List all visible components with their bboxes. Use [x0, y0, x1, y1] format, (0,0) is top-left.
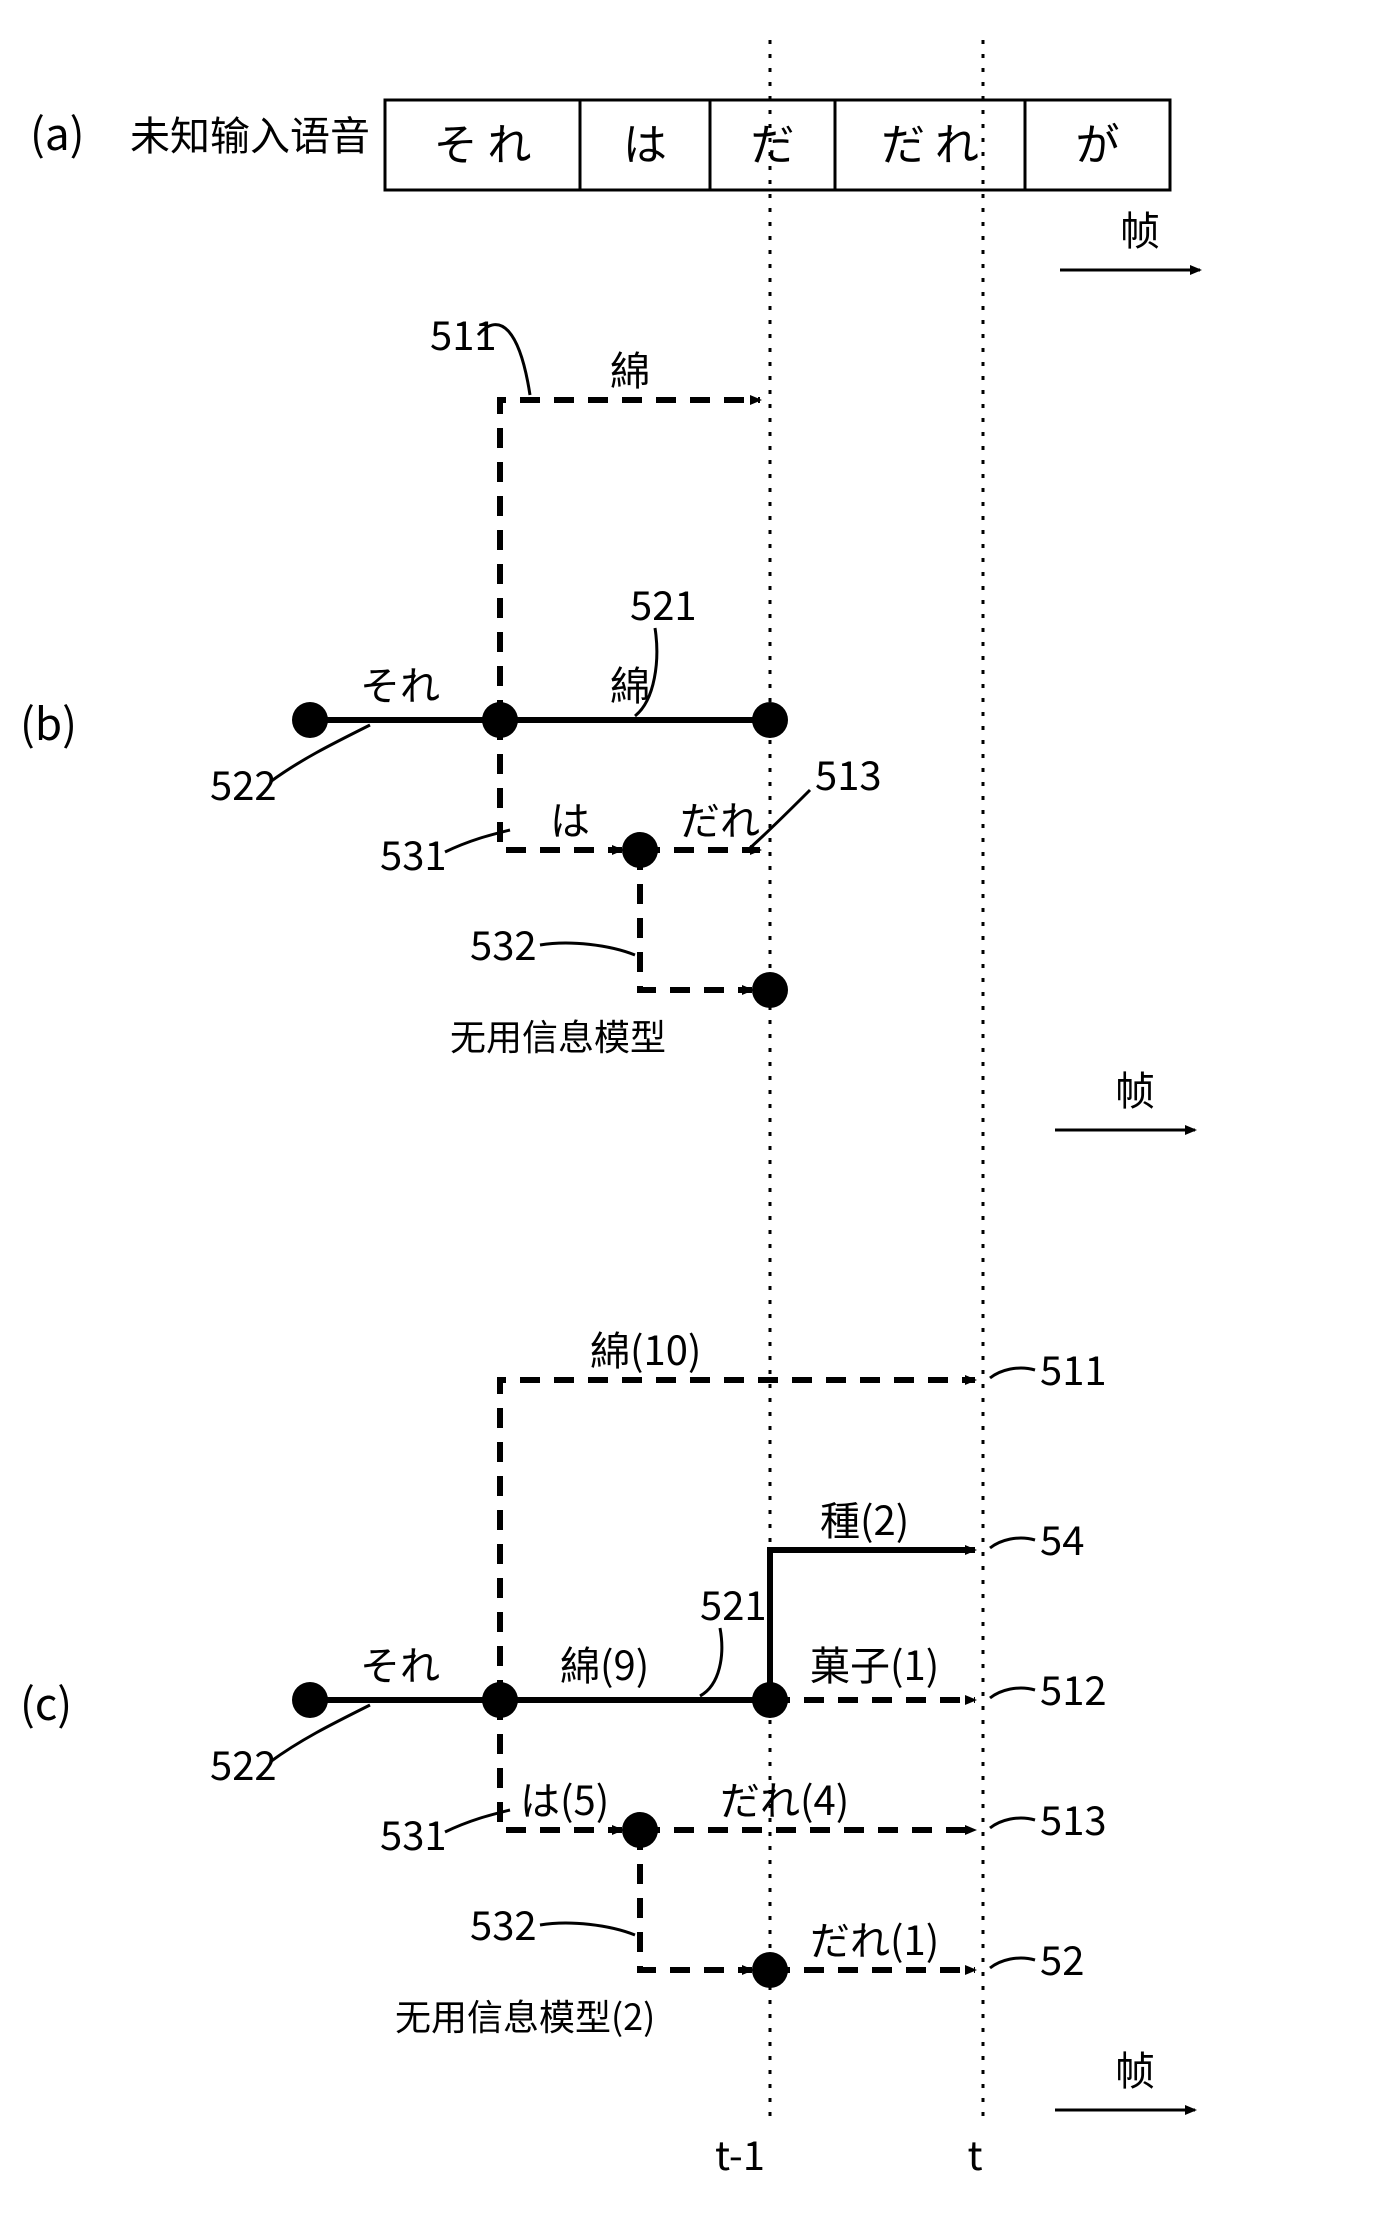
- panel-c-leader: [990, 1368, 1035, 1378]
- frame-cell-label: だ れ: [881, 109, 979, 173]
- panel-c-edge-label: は(5): [520, 1769, 609, 1827]
- panel-c-ref-label: 531: [380, 1804, 447, 1862]
- panel-b-frame-axis-label: 帧: [1115, 1059, 1155, 1117]
- panel-b-ref-label: 511: [430, 304, 497, 362]
- panel-c-leader: [540, 1923, 635, 1935]
- panel-b-ref-label: 513: [815, 744, 882, 802]
- panel-c-leader: [700, 1628, 722, 1696]
- panel-c-ref-label: 512: [1040, 1659, 1107, 1717]
- panel-c-ref-label: 无用信息模型(2): [395, 1989, 655, 2041]
- panel-a-tag: (a): [30, 99, 85, 163]
- panel-c-ref-label: 532: [470, 1894, 537, 1952]
- panel-c-ref-label: 513: [1040, 1789, 1107, 1847]
- panel-c-ref-label: 52: [1040, 1929, 1084, 1987]
- panel-b-edge: [640, 850, 752, 990]
- panel-b-tag: (b): [20, 689, 77, 753]
- panel-c-node-start: [292, 1682, 328, 1718]
- panel-b-node-garbage: [752, 972, 788, 1008]
- panel-c-edge: [640, 1830, 752, 1970]
- frame-cell-label: が: [1076, 109, 1120, 173]
- panel-b-ref-label: 无用信息模型: [450, 1009, 666, 1061]
- panel-b-edge-label: 綿: [610, 339, 650, 397]
- panel-c-ref-label: 54: [1040, 1509, 1084, 1567]
- panel-b-ref-label: 522: [210, 754, 277, 812]
- panel-c-tag: (c): [20, 1669, 72, 1733]
- panel-c-frame-axis-label: 帧: [1115, 2039, 1155, 2097]
- panel-c-leader: [990, 1818, 1035, 1828]
- frame-cell-label: は: [623, 109, 667, 173]
- panel-c-node-mid: [622, 1812, 658, 1848]
- panel-c-edge-label: それ: [360, 1634, 440, 1692]
- panel-c-edge-label: だれ(1): [810, 1909, 939, 1967]
- panel-c-edge-label: 綿(9): [560, 1634, 649, 1692]
- panel-b-edge-label: は: [550, 789, 590, 847]
- panel-c-edge-label: 種(2): [820, 1489, 909, 1547]
- panel-c-leader: [990, 1538, 1035, 1548]
- input-speech-label: 未知输入语音: [130, 104, 370, 162]
- panel-b-node-left: [482, 702, 518, 738]
- panel-c-node-top_end: [752, 1682, 788, 1718]
- panel-c-edge-label: 菓子(1): [810, 1634, 939, 1692]
- frame-cell-label: だ: [751, 109, 795, 173]
- panel-c-edge-label: だれ(4): [720, 1769, 849, 1827]
- panel-b-edge-label: だれ: [680, 789, 760, 847]
- panel-c-tick-label: t-1: [715, 2124, 765, 2182]
- panel-b-node-mid: [622, 832, 658, 868]
- panel-c-ref-label: 521: [700, 1574, 767, 1632]
- panel-b-ref-label: 531: [380, 824, 447, 882]
- panel-c-ref-label: 522: [210, 1734, 277, 1792]
- panel-b-ref-label: 532: [470, 914, 537, 972]
- frame-cell-label: そ れ: [434, 109, 532, 173]
- panel-b-node-start: [292, 702, 328, 738]
- panel-b-node-top_end: [752, 702, 788, 738]
- panel-c-leader: [990, 1958, 1035, 1968]
- panel-c-edge-label: 綿(10): [590, 1319, 701, 1377]
- panel-c-node-left: [482, 1682, 518, 1718]
- panel-c-leader: [990, 1688, 1035, 1698]
- panel-b-ref-label: 521: [630, 574, 697, 632]
- frame-axis-label: 帧: [1120, 199, 1160, 257]
- panel-b-edge-label: それ: [360, 654, 440, 712]
- panel-b-leader: [540, 943, 635, 955]
- panel-c-ref-label: 511: [1040, 1339, 1107, 1397]
- panel-c-node-garbage: [752, 1952, 788, 1988]
- panel-c-tick-label: t: [967, 2124, 982, 2182]
